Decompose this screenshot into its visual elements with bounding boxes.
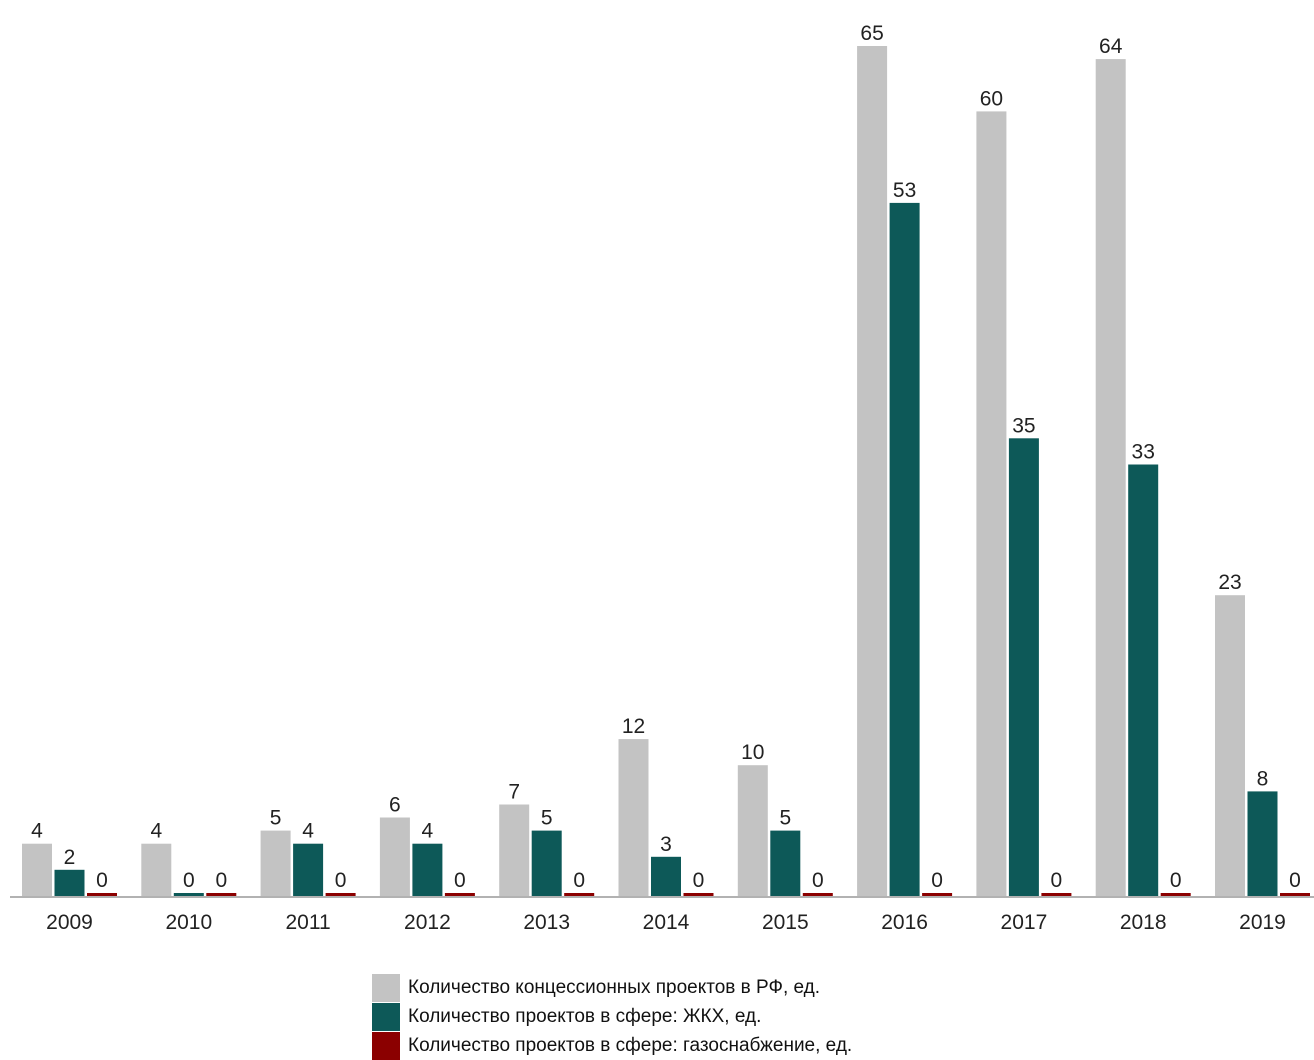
bar-total-2009 bbox=[22, 843, 52, 896]
value-label-total-2019: 23 bbox=[1218, 571, 1241, 594]
bar-total-2010 bbox=[141, 843, 172, 896]
x-tick-label-2011: 2011 bbox=[286, 911, 331, 934]
legend-item-total: Количество концессионных проектов в РФ, … bbox=[372, 973, 852, 1002]
bar-housing-2018 bbox=[1128, 464, 1159, 896]
legend-item-housing: Количество проектов в сфере: ЖКХ, ед. bbox=[372, 1002, 852, 1031]
bar-gas-2012 bbox=[444, 893, 475, 896]
bar-housing-2014 bbox=[651, 856, 681, 896]
bar-housing-2013 bbox=[531, 830, 562, 896]
x-tick-label-2014: 2014 bbox=[643, 911, 690, 934]
bar-gas-2010 bbox=[206, 893, 237, 896]
bar-housing-2017 bbox=[1008, 438, 1039, 896]
x-tick-label-2015: 2015 bbox=[762, 911, 809, 934]
legend-label-total: Количество концессионных проектов в РФ, … bbox=[408, 976, 821, 998]
bar-total-2018 bbox=[1095, 59, 1126, 897]
bar-total-2016 bbox=[857, 46, 888, 896]
value-label-gas-2013: 0 bbox=[573, 869, 585, 892]
bar-total-2015 bbox=[737, 765, 768, 896]
value-label-housing-2015: 5 bbox=[779, 807, 791, 830]
value-label-gas-2010: 0 bbox=[215, 869, 227, 892]
bar-total-2013 bbox=[499, 804, 530, 896]
bar-total-2011 bbox=[260, 830, 291, 896]
bar-housing-2015 bbox=[770, 830, 801, 896]
bar-housing-2016 bbox=[889, 202, 920, 896]
value-label-gas-2015: 0 bbox=[812, 869, 824, 892]
value-label-total-2018: 64 bbox=[1099, 35, 1123, 58]
value-label-housing-2011: 4 bbox=[302, 820, 314, 843]
bar-total-2019 bbox=[1215, 595, 1245, 896]
value-label-total-2016: 65 bbox=[860, 22, 883, 45]
value-label-housing-2018: 33 bbox=[1132, 441, 1155, 464]
value-label-total-2009: 4 bbox=[31, 820, 43, 843]
x-tick-label-2016: 2016 bbox=[881, 911, 928, 934]
bar-gas-2011 bbox=[325, 893, 356, 896]
value-label-gas-2016: 0 bbox=[931, 869, 943, 892]
value-label-housing-2010: 0 bbox=[183, 869, 195, 892]
value-label-total-2017: 60 bbox=[980, 87, 1003, 110]
x-tick-label-2012: 2012 bbox=[404, 911, 451, 934]
bars-layer bbox=[22, 46, 1310, 897]
value-label-gas-2012: 0 bbox=[454, 869, 466, 892]
x-tick-label-2009: 2009 bbox=[46, 911, 93, 934]
bar-gas-2016 bbox=[922, 893, 953, 896]
bar-gas-2018 bbox=[1160, 893, 1191, 896]
bar-gas-2009 bbox=[87, 893, 117, 896]
bar-gas-2013 bbox=[564, 893, 595, 896]
bar-housing-2009 bbox=[54, 869, 85, 896]
legend-item-gas: Количество проектов в сфере: газоснабжен… bbox=[372, 1031, 852, 1060]
value-label-gas-2018: 0 bbox=[1170, 869, 1182, 892]
bar-housing-2019 bbox=[1247, 791, 1278, 896]
value-label-housing-2016: 53 bbox=[893, 179, 916, 202]
bar-gas-2014 bbox=[683, 893, 714, 896]
x-tick-label-2010: 2010 bbox=[165, 911, 212, 934]
bar-housing-2011 bbox=[293, 843, 324, 896]
value-label-housing-2014: 3 bbox=[660, 833, 672, 856]
bar-gas-2019 bbox=[1280, 893, 1310, 896]
legend-swatch-gas bbox=[372, 1031, 400, 1060]
value-label-total-2010: 4 bbox=[150, 820, 162, 843]
value-label-total-2012: 6 bbox=[389, 794, 401, 817]
bar-gas-2017 bbox=[1041, 893, 1072, 896]
value-label-gas-2017: 0 bbox=[1051, 869, 1063, 892]
value-label-housing-2019: 8 bbox=[1257, 767, 1269, 790]
legend-swatch-housing bbox=[372, 1002, 400, 1031]
value-label-total-2014: 12 bbox=[622, 715, 645, 738]
legend: Количество концессионных проектов в РФ, … bbox=[372, 973, 852, 1060]
bar-gas-2015 bbox=[802, 893, 833, 896]
x-tick-label-2019: 2019 bbox=[1239, 911, 1286, 934]
value-label-housing-2013: 5 bbox=[541, 807, 553, 830]
bar-total-2012 bbox=[379, 817, 410, 896]
bar-housing-2010 bbox=[173, 893, 204, 896]
value-label-gas-2019: 0 bbox=[1289, 869, 1301, 892]
bar-housing-2012 bbox=[412, 843, 443, 896]
legend-swatch-total bbox=[372, 973, 400, 1002]
value-label-total-2015: 10 bbox=[741, 741, 764, 764]
x-tick-labels: 2009 2010 2011 2012 2013 2014 2015 2016 2017 2018… bbox=[46, 911, 1286, 934]
value-label-housing-2017: 35 bbox=[1012, 414, 1035, 437]
value-label-housing-2012: 4 bbox=[422, 820, 434, 843]
value-label-gas-2014: 0 bbox=[693, 869, 705, 892]
legend-label-housing: Количество проектов в сфере: ЖКХ, ед. bbox=[408, 1005, 762, 1027]
value-label-total-2013: 7 bbox=[508, 781, 520, 804]
legend-label-gas: Количество проектов в сфере: газоснабжен… bbox=[408, 1034, 853, 1056]
x-tick-label-2013: 2013 bbox=[523, 911, 570, 934]
value-label-gas-2009: 0 bbox=[96, 869, 108, 892]
x-tick-label-2017: 2017 bbox=[1001, 911, 1048, 934]
value-label-gas-2011: 0 bbox=[335, 869, 347, 892]
value-label-housing-2009: 2 bbox=[64, 846, 76, 869]
bar-total-2014 bbox=[618, 739, 649, 896]
bar-total-2017 bbox=[976, 111, 1007, 896]
value-label-total-2011: 5 bbox=[270, 807, 282, 830]
x-tick-label-2018: 2018 bbox=[1120, 911, 1167, 934]
